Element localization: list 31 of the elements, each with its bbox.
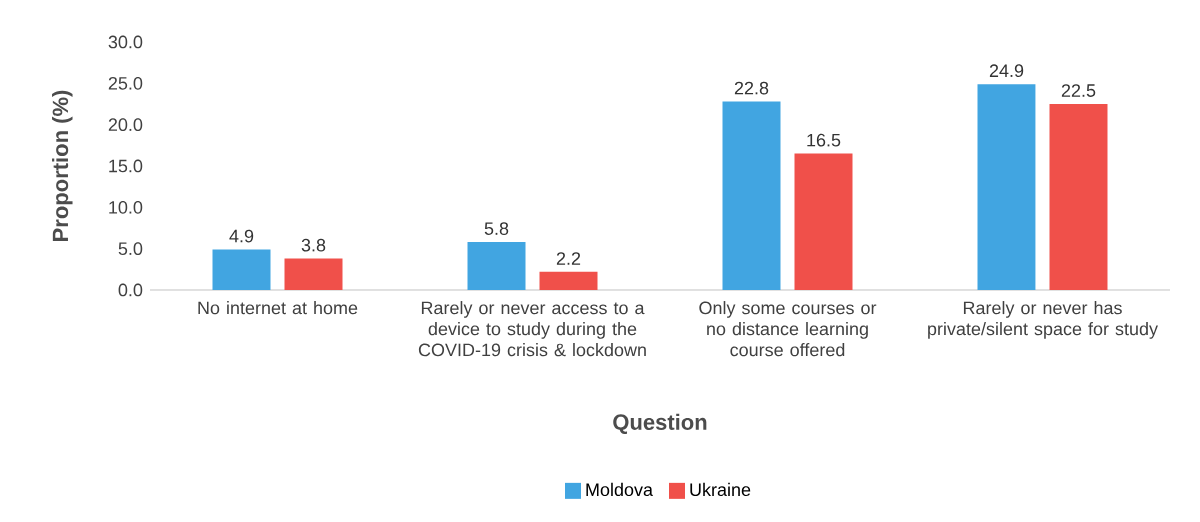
y-tick-label: 5.0	[118, 242, 143, 256]
y-tick-label: 25.0	[108, 76, 143, 90]
bar	[539, 271, 598, 290]
data-label: 24.9	[989, 64, 1024, 78]
bar	[1049, 103, 1108, 290]
x-tick-label: Rarely or never has private/silent space for study	[928, 301, 1158, 339]
x-tick-label: Only some courses or no distance learning course offered	[699, 301, 877, 357]
bar	[794, 153, 853, 290]
x-axis-title: Question	[613, 413, 707, 435]
x-tick-label: Rarely or never access to a device to study during the COVID-19 crisis & lockdown	[418, 301, 646, 357]
y-tick-label: 30.0	[108, 35, 143, 49]
y-tick-label: 10.0	[109, 200, 143, 214]
bar	[722, 101, 781, 290]
y-tick-label: 20.0	[108, 118, 143, 132]
legend-label: Ukraine	[690, 482, 751, 497]
data-label: 3.8	[301, 238, 326, 252]
bar	[284, 258, 343, 290]
y-tick-label: 15.0	[109, 159, 143, 173]
data-label: 16.5	[807, 133, 841, 147]
y-tick-label: 0.0	[118, 283, 143, 297]
data-label: 5.8	[484, 222, 509, 235]
legend-label: Moldova	[586, 482, 653, 497]
y-axis-title: Proportion (%)	[52, 90, 73, 241]
bar	[467, 242, 526, 290]
x-tick-label: No internet at home	[198, 301, 358, 315]
data-label: 4.9	[229, 229, 254, 243]
bar	[977, 84, 1036, 290]
data-label: 22.8	[734, 81, 769, 95]
data-label: 22.5	[1061, 84, 1096, 97]
data-label: 2.2	[556, 252, 581, 265]
bar	[212, 249, 271, 290]
